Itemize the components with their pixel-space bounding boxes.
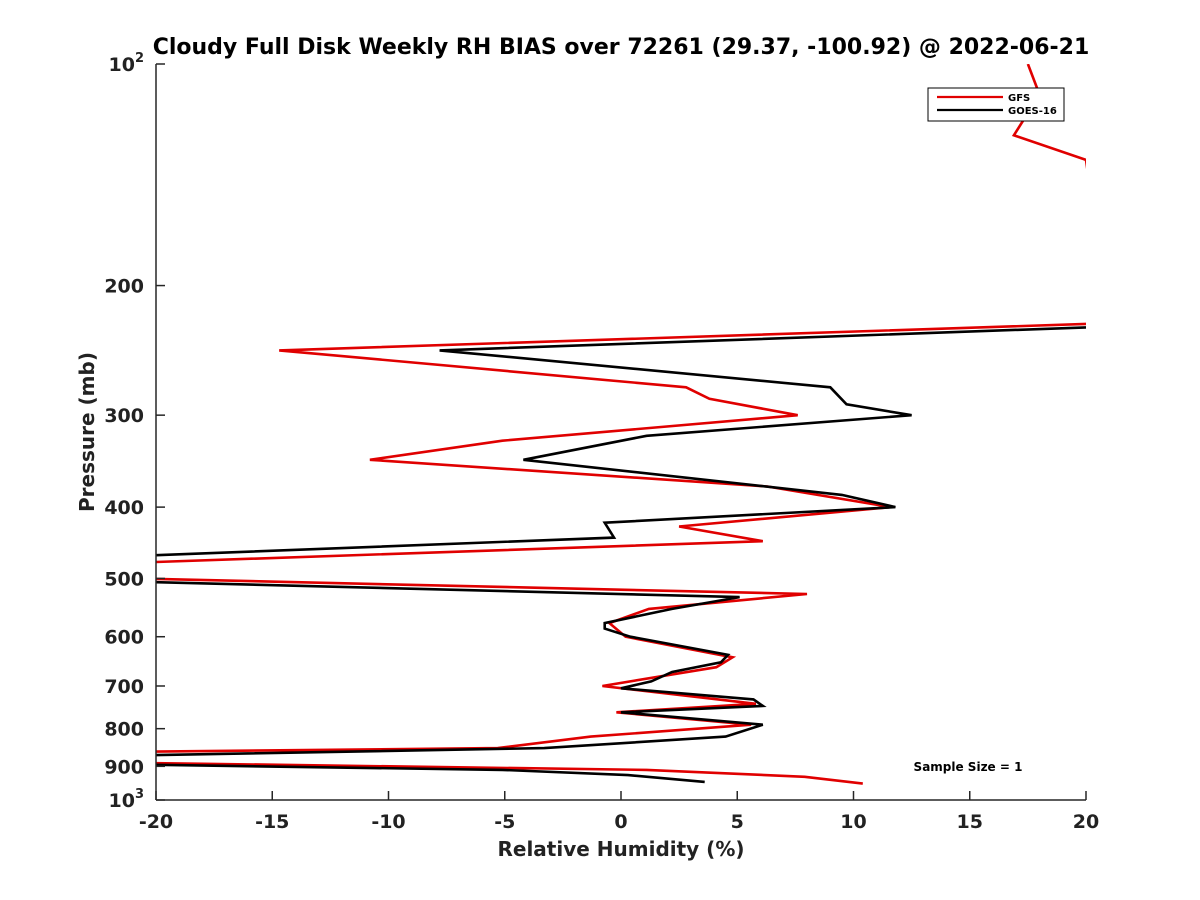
series-line-gfs (156, 64, 1086, 785)
x-tick-label: 15 (957, 811, 983, 833)
x-tick-label: 10 (840, 811, 866, 833)
y-tick-label: 400 (104, 497, 144, 519)
chart-title: Cloudy Full Disk Weekly RH BIAS over 722… (153, 35, 1090, 60)
x-tick-label: -15 (255, 811, 289, 833)
x-tick-label: -5 (494, 811, 515, 833)
x-tick-label: -10 (371, 811, 405, 833)
y-tick-label: 500 (104, 568, 144, 590)
x-tick-label: 0 (614, 811, 627, 833)
axes-layer: -20 -15 -10 -5 0 5 10 15 20 102 200 300 400 500 600 700… (104, 51, 1099, 833)
x-tick-label: 20 (1073, 811, 1099, 833)
y-tick-label: 700 (104, 676, 144, 698)
y-tick-label: 600 (104, 627, 144, 649)
legend-label-goes16: GOES-16 (1008, 106, 1057, 117)
sample-size-annotation: Sample Size = 1 (914, 760, 1023, 774)
series-line-goes16 (156, 326, 1086, 784)
series-layer (156, 64, 1086, 785)
legend-box (927, 87, 1065, 122)
y-tick-label: 300 (104, 405, 144, 427)
y-tick-label: 800 (104, 719, 144, 741)
x-axis-label: Relative Humidity (%) (497, 837, 744, 861)
y-tick-label: 102 (109, 51, 145, 76)
legend: GFS GOES-16 (927, 87, 1065, 122)
x-tick-label: -20 (139, 811, 173, 833)
y-tick-label: 103 (109, 787, 145, 812)
x-tick-label: 5 (731, 811, 744, 833)
y-axis-label: Pressure (mb) (75, 352, 99, 512)
legend-label-gfs: GFS (1008, 93, 1030, 104)
y-tick-label: 200 (104, 276, 144, 298)
y-tick-label: 900 (104, 756, 144, 778)
